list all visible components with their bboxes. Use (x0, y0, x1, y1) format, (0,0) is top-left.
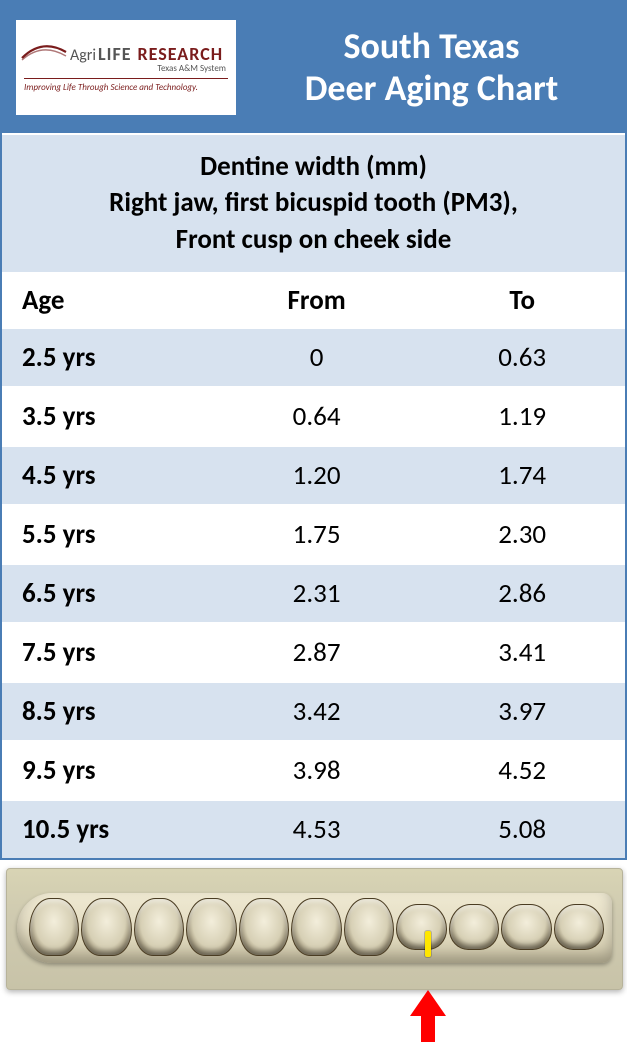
header-title: South Texas Deer Aging Chart (248, 2, 625, 133)
table-header-row: Age From To (2, 273, 625, 328)
tooth (239, 898, 289, 956)
logo-rule (24, 78, 228, 79)
cell-to: 2.30 (419, 505, 625, 564)
cell-from: 1.20 (214, 446, 420, 505)
table-row: 3.5 yrs0.641.19 (2, 387, 625, 446)
jaw-photo (6, 868, 623, 990)
tooth (396, 904, 446, 950)
col-header-age: Age (2, 273, 214, 328)
logo-swoosh-icon (24, 46, 64, 60)
teeth-row (29, 899, 604, 955)
cell-from: 3.98 (214, 741, 420, 800)
jaw-photo-wrap (6, 868, 621, 990)
cell-from: 1.75 (214, 505, 420, 564)
cell-from: 0 (214, 328, 420, 387)
table-row: 6.5 yrs2.312.86 (2, 564, 625, 623)
tooth (554, 904, 604, 950)
measurement-indicator (425, 931, 431, 957)
cell-to: 0.63 (419, 328, 625, 387)
subtitle-line-2: Right jaw, first bicuspid tooth (PM3), (18, 185, 609, 221)
table-row: 2.5 yrs00.63 (2, 328, 625, 387)
cell-to: 2.86 (419, 564, 625, 623)
cell-to: 1.19 (419, 387, 625, 446)
logo-text-research: RESEARCH (138, 43, 224, 65)
subtitle-line-3: Front cusp on cheek side (18, 222, 609, 258)
cell-age: 10.5 yrs (2, 800, 214, 858)
header-bar: Agri LIFE RESEARCH Texas A&M System Impr… (2, 2, 625, 133)
cell-age: 8.5 yrs (2, 682, 214, 741)
col-header-from: From (214, 273, 420, 328)
cell-to: 5.08 (419, 800, 625, 858)
cell-age: 5.5 yrs (2, 505, 214, 564)
cell-age: 9.5 yrs (2, 741, 214, 800)
cell-age: 3.5 yrs (2, 387, 214, 446)
title-line-1: South Texas (343, 26, 519, 67)
cell-from: 3.42 (214, 682, 420, 741)
cell-age: 7.5 yrs (2, 623, 214, 682)
tooth (29, 898, 79, 956)
tooth (344, 898, 394, 956)
cell-to: 4.52 (419, 741, 625, 800)
subtitle-line-1: Dentine width (mm) (18, 149, 609, 185)
logo-subline: Texas A&M System (24, 63, 226, 74)
aging-table: Age From To 2.5 yrs00.633.5 yrs0.641.194… (2, 272, 625, 858)
cell-from: 2.31 (214, 564, 420, 623)
cell-to: 1.74 (419, 446, 625, 505)
tooth (134, 898, 184, 956)
logo-text-life: LIFE (98, 43, 131, 65)
cell-age: 6.5 yrs (2, 564, 214, 623)
pointer-arrow-icon (408, 990, 448, 1042)
table-row: 8.5 yrs3.423.97 (2, 682, 625, 741)
agrilife-logo: Agri LIFE RESEARCH Texas A&M System Impr… (16, 20, 236, 115)
col-header-to: To (419, 273, 625, 328)
table-row: 5.5 yrs1.752.30 (2, 505, 625, 564)
cell-from: 2.87 (214, 623, 420, 682)
logo-tagline: Improving Life Through Science and Techn… (24, 82, 228, 93)
cell-to: 3.97 (419, 682, 625, 741)
chart-card: Agri LIFE RESEARCH Texas A&M System Impr… (0, 0, 627, 860)
table-row: 4.5 yrs1.201.74 (2, 446, 625, 505)
cell-from: 4.53 (214, 800, 420, 858)
tooth (291, 898, 341, 956)
tooth (81, 898, 131, 956)
table-row: 7.5 yrs2.873.41 (2, 623, 625, 682)
subtitle-box: Dentine width (mm) Right jaw, first bicu… (2, 133, 625, 272)
cell-to: 3.41 (419, 623, 625, 682)
cell-age: 2.5 yrs (2, 328, 214, 387)
tooth (501, 904, 551, 950)
table-row: 10.5 yrs4.535.08 (2, 800, 625, 858)
table-row: 9.5 yrs3.984.52 (2, 741, 625, 800)
cell-from: 0.64 (214, 387, 420, 446)
title-line-2: Deer Aging Chart (305, 68, 559, 109)
tooth (186, 898, 236, 956)
cell-age: 4.5 yrs (2, 446, 214, 505)
tooth (449, 904, 499, 950)
